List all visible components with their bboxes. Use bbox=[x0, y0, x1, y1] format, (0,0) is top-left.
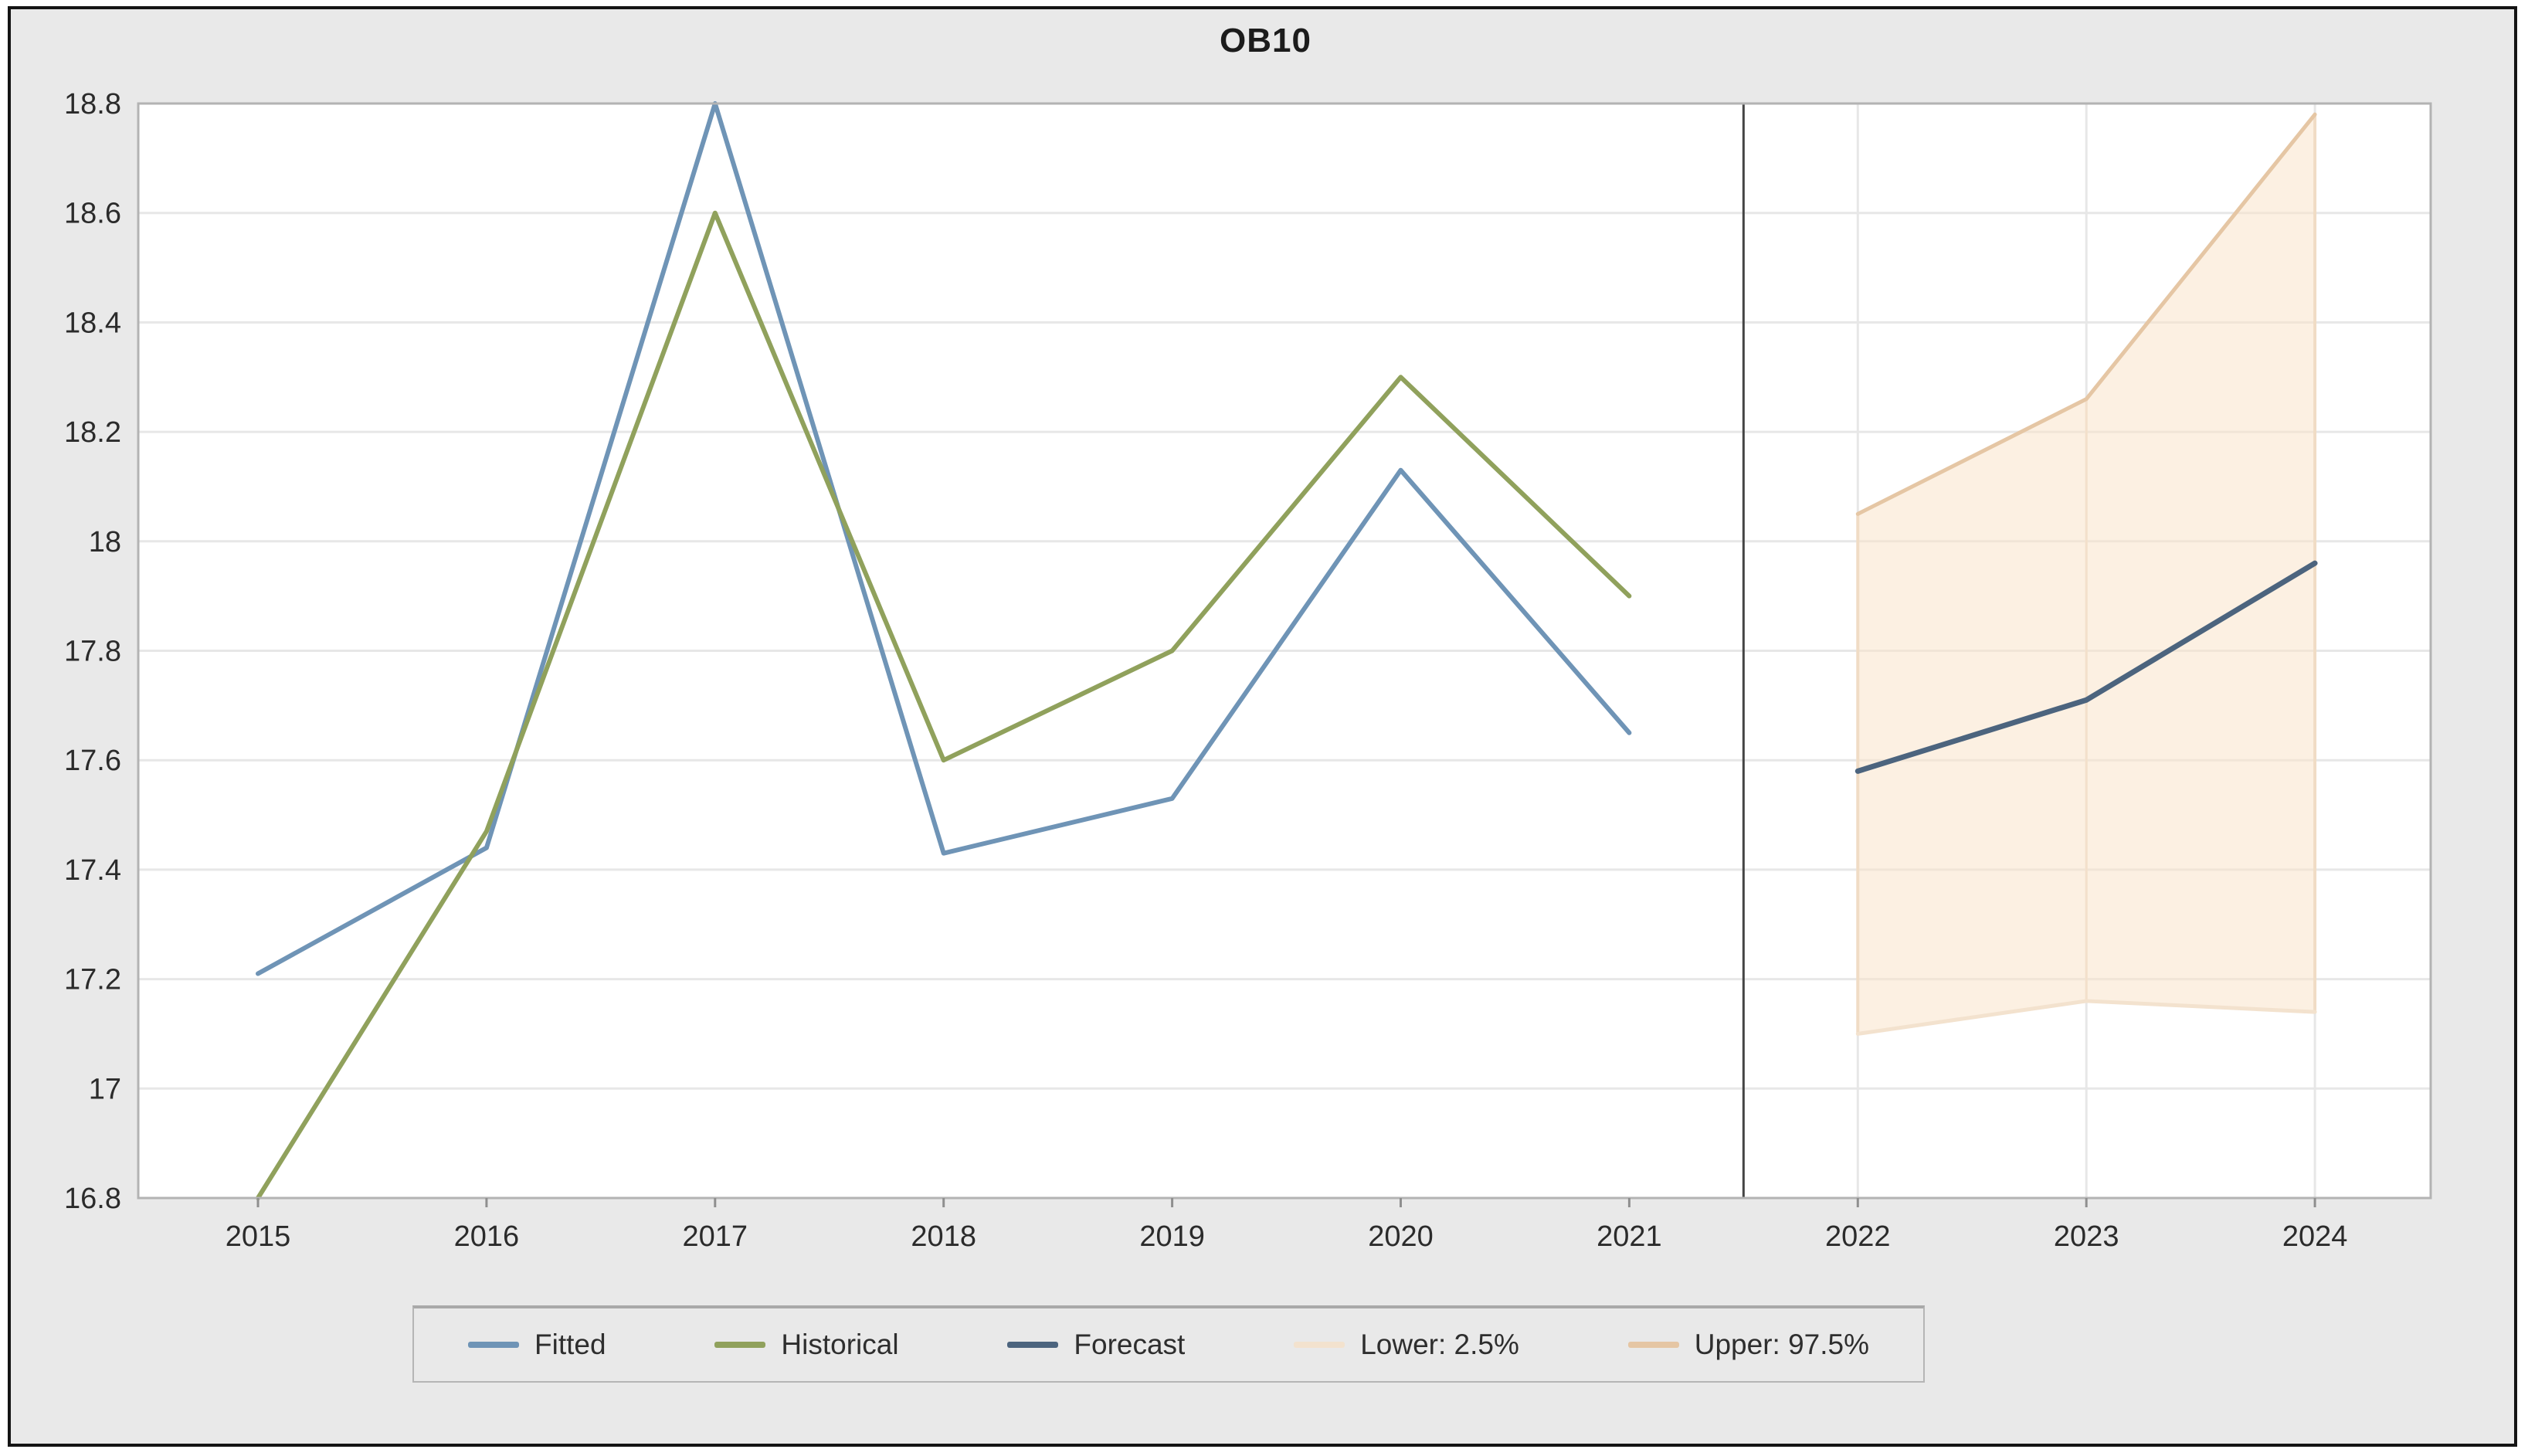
legend-swatch-line bbox=[1294, 1342, 1345, 1348]
plot-border bbox=[137, 102, 2432, 1200]
y-tick-label: 18 bbox=[89, 526, 121, 558]
chart-legend: Fitted Historical Forecast Lower: 2.5% Upper… bbox=[412, 1305, 1925, 1383]
figure-frame: OB10 16.8 17 17.2 17.4 17.6 17.8 18 18.2 18.4 18.… bbox=[8, 6, 2517, 1447]
x-tick-label: 2016 bbox=[454, 1220, 520, 1253]
x-tick-label: 2022 bbox=[1825, 1220, 1891, 1253]
y-tick-label: 17.4 bbox=[64, 854, 121, 887]
y-tick-label: 17.6 bbox=[64, 745, 121, 777]
y-tick-label: 16.8 bbox=[64, 1183, 121, 1215]
legend-swatch-line bbox=[714, 1342, 766, 1348]
legend-item: Upper: 97.5% bbox=[1627, 1329, 1869, 1361]
historical-line bbox=[256, 210, 1632, 1200]
upper-bound-line bbox=[1855, 112, 2317, 516]
legend-label: Upper: 97.5% bbox=[1694, 1329, 1869, 1360]
x-tick-label: 2024 bbox=[2282, 1220, 2348, 1253]
y-tick-label: 17.2 bbox=[64, 964, 121, 996]
chart-title: OB10 bbox=[1220, 22, 1312, 59]
legend-label: Fitted bbox=[534, 1329, 606, 1360]
y-tick-label: 18.6 bbox=[64, 198, 121, 230]
y-tick-label: 17 bbox=[89, 1073, 121, 1105]
x-tick-label: 2015 bbox=[226, 1220, 291, 1253]
legend-item: Historical bbox=[714, 1329, 899, 1361]
forecast-line bbox=[1854, 560, 2318, 774]
legend-item: Lower: 2.5% bbox=[1294, 1329, 1519, 1361]
x-tick-label: 2019 bbox=[1139, 1220, 1205, 1253]
legend-swatch-line bbox=[468, 1342, 519, 1348]
legend-item: Forecast bbox=[1007, 1329, 1185, 1361]
x-tick-label: 2021 bbox=[1597, 1220, 1662, 1253]
y-tick-label: 18.4 bbox=[64, 307, 121, 339]
legend-label: Lower: 2.5% bbox=[1360, 1329, 1519, 1360]
lower-bound-line bbox=[1855, 999, 2317, 1036]
x-tick-label: 2023 bbox=[2054, 1220, 2119, 1253]
y-tick-label: 18.2 bbox=[64, 416, 121, 449]
y-tick-label: 18.8 bbox=[64, 88, 121, 120]
legend-swatch-line bbox=[1627, 1342, 1679, 1348]
legend-label: Historical bbox=[781, 1329, 899, 1360]
fitted-line bbox=[256, 101, 1632, 976]
chart-plot-area: 16.8 17 17.2 17.4 17.6 17.8 18 18.2 18.4 18.6 18.8… bbox=[64, 88, 2432, 1253]
legend-label: Forecast bbox=[1074, 1329, 1186, 1360]
x-tick-label: 2018 bbox=[911, 1220, 976, 1253]
y-tick-label: 17.8 bbox=[64, 636, 121, 668]
legend-swatch-line bbox=[1007, 1342, 1059, 1348]
legend-item: Fitted bbox=[468, 1329, 606, 1361]
x-tick-label: 2020 bbox=[1368, 1220, 1434, 1253]
x-tick-label: 2017 bbox=[683, 1220, 748, 1253]
